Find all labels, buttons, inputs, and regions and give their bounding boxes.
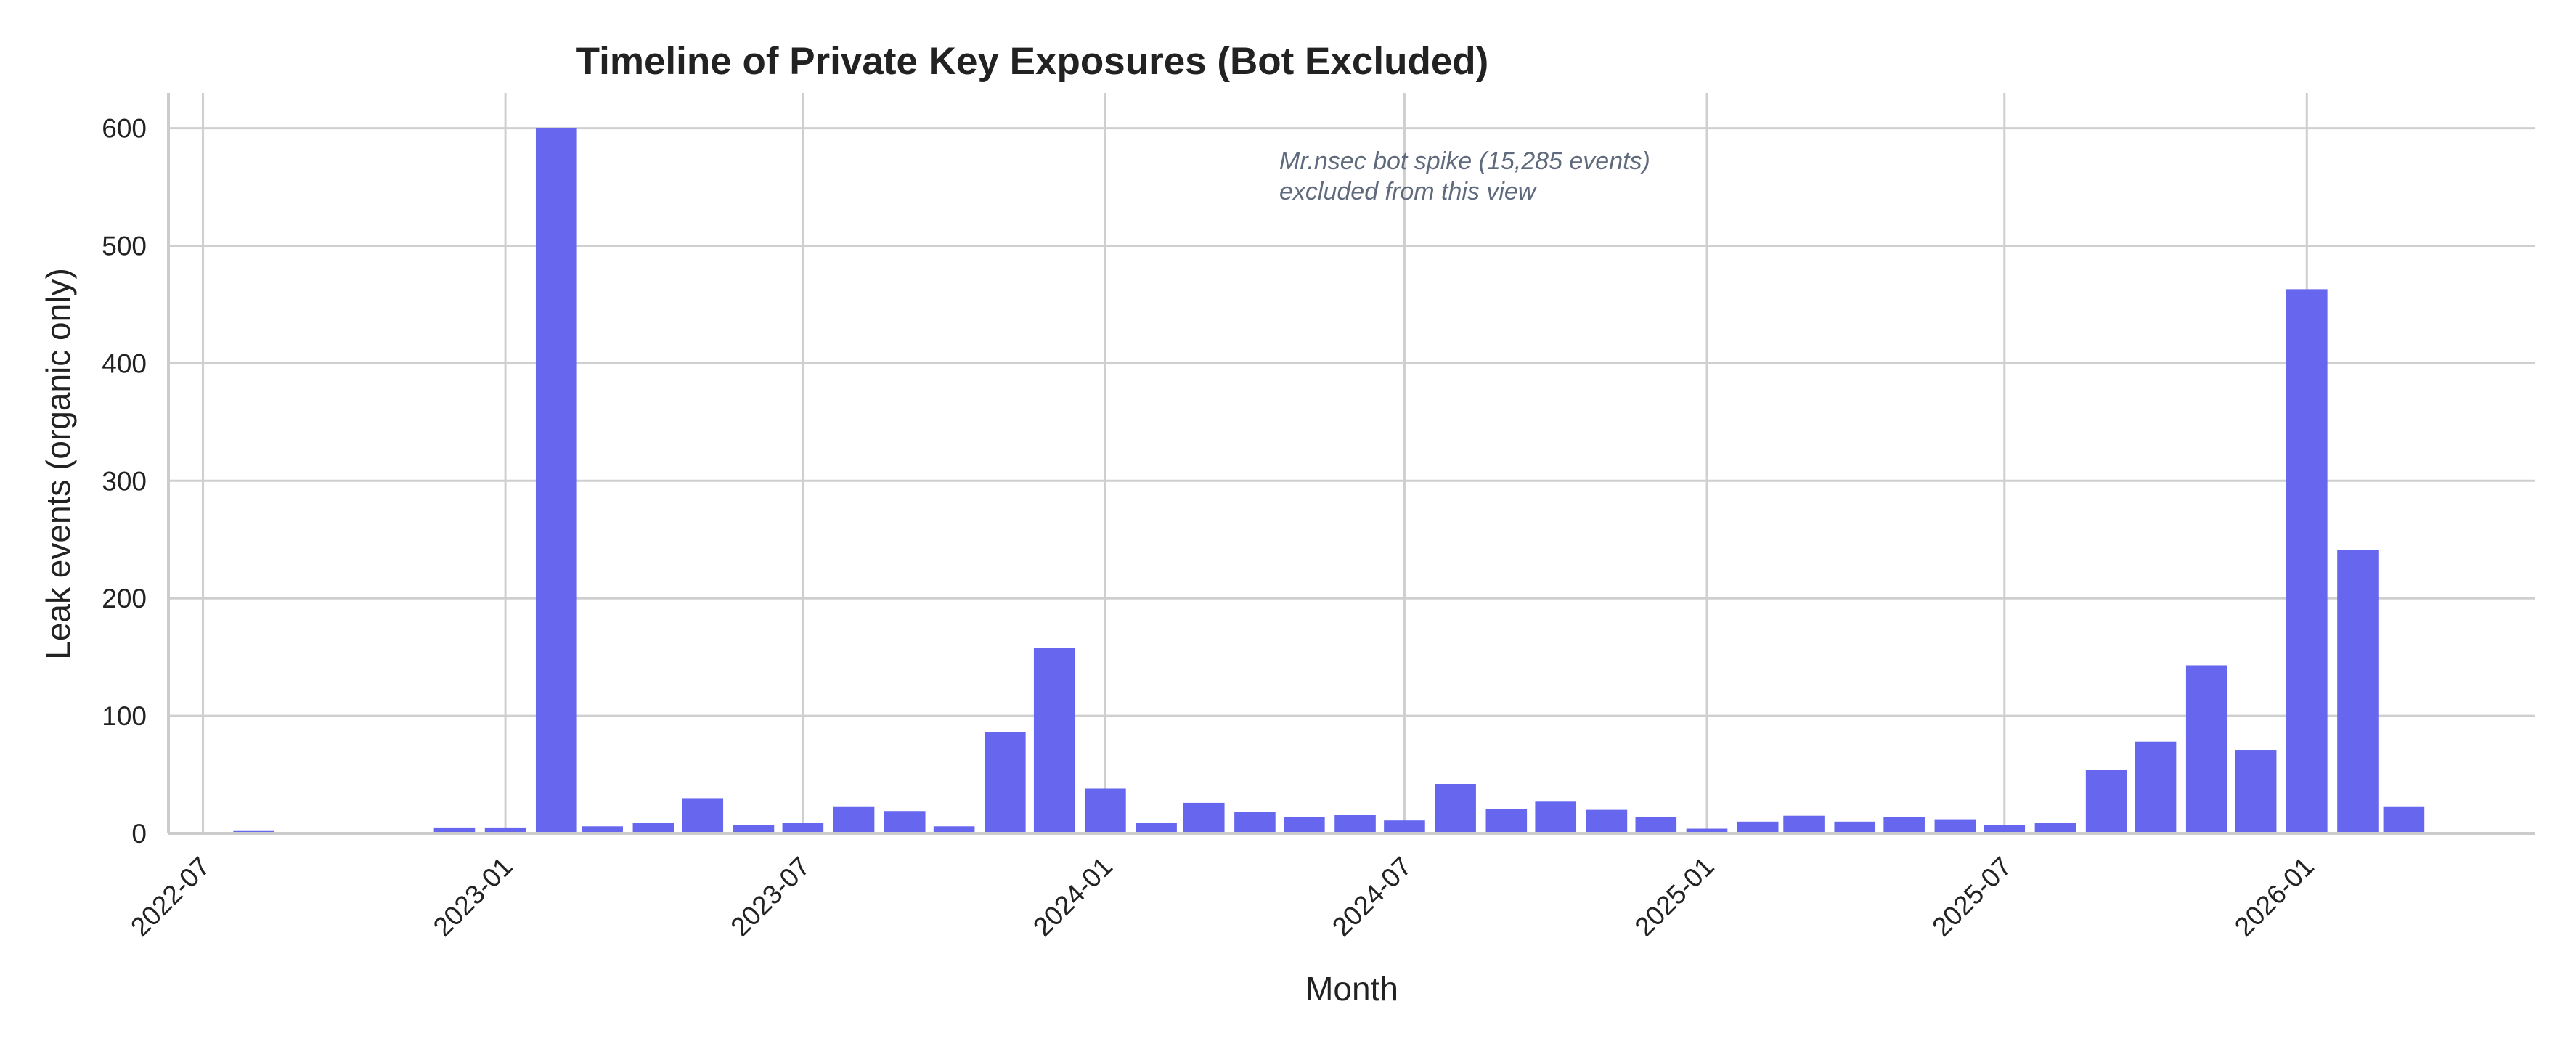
bar <box>933 826 975 833</box>
bar <box>985 732 1026 833</box>
bar <box>1635 817 1677 833</box>
bar <box>1136 823 1177 833</box>
bar <box>782 823 824 833</box>
bar <box>1334 815 1376 833</box>
x-tick-label: 2025-01 <box>1629 852 1720 942</box>
annotation-line-1: Mr.nsec bot spike (15,285 events) <box>1279 147 1650 175</box>
x-tick-label: 2022-07 <box>125 852 216 942</box>
bar <box>632 823 674 833</box>
bar <box>2085 770 2127 833</box>
bar <box>1737 821 1779 833</box>
bar <box>1586 809 1628 833</box>
x-tick-label: 2024-01 <box>1027 852 1118 942</box>
x-tick-label: 2023-01 <box>428 852 518 942</box>
bar <box>1085 788 1126 833</box>
y-tick-label: 500 <box>102 231 147 261</box>
bar <box>2185 665 2227 833</box>
bar <box>733 825 775 833</box>
x-tick-label: 2026-01 <box>2229 852 2320 942</box>
x-tick-label: 2024-07 <box>1326 852 1417 942</box>
bar <box>433 827 476 833</box>
bar <box>2383 806 2425 833</box>
y-axis-label: Leak events (organic only) <box>39 268 77 660</box>
bar <box>1234 812 1276 833</box>
bar <box>1883 817 1925 833</box>
bar <box>2337 550 2379 833</box>
x-axis-label: Month <box>1305 970 1398 1008</box>
bar <box>1183 802 1225 833</box>
bar <box>2034 823 2076 833</box>
bar <box>1435 784 1476 833</box>
x-tick-label: 2023-07 <box>725 852 816 942</box>
x-tick-labels: 2022-07 2023-01 2023-07 2024-01 2024-07 2025-… <box>125 852 2320 942</box>
y-tick-label: 400 <box>102 348 147 378</box>
y-tick-label: 600 <box>102 114 147 144</box>
y-tick-label: 0 <box>131 819 147 849</box>
bar <box>1934 819 1976 833</box>
bar <box>1783 815 1825 833</box>
chart-title: Timeline of Private Key Exposures (Bot E… <box>576 40 1489 83</box>
bar <box>484 827 526 833</box>
bar <box>1033 648 1075 833</box>
annotation-line-2: excluded from this view <box>1279 178 1538 205</box>
y-tick-label: 300 <box>102 466 147 496</box>
bar <box>2286 289 2328 833</box>
bar <box>1284 817 1325 833</box>
bar <box>1686 828 1728 833</box>
bar <box>1984 825 2026 833</box>
y-tick-label: 100 <box>102 701 147 731</box>
bar <box>1834 821 1876 833</box>
bar <box>1535 801 1577 833</box>
bar <box>2135 741 2177 833</box>
axes <box>167 93 2535 835</box>
bar <box>2235 750 2277 833</box>
bar <box>884 811 926 833</box>
bars <box>233 128 2425 834</box>
bar <box>535 128 577 834</box>
annotation: Mr.nsec bot spike (15,285 events) exclud… <box>1279 147 1650 205</box>
bar <box>833 806 875 833</box>
bar <box>1485 809 1528 833</box>
y-tick-labels: 0 100 200 300 400 500 600 <box>102 114 147 849</box>
x-tick-label: 2025-07 <box>1926 852 2017 942</box>
y-tick-label: 200 <box>102 584 147 613</box>
bar <box>582 826 623 833</box>
bar <box>682 798 724 833</box>
bar <box>1384 820 1425 833</box>
